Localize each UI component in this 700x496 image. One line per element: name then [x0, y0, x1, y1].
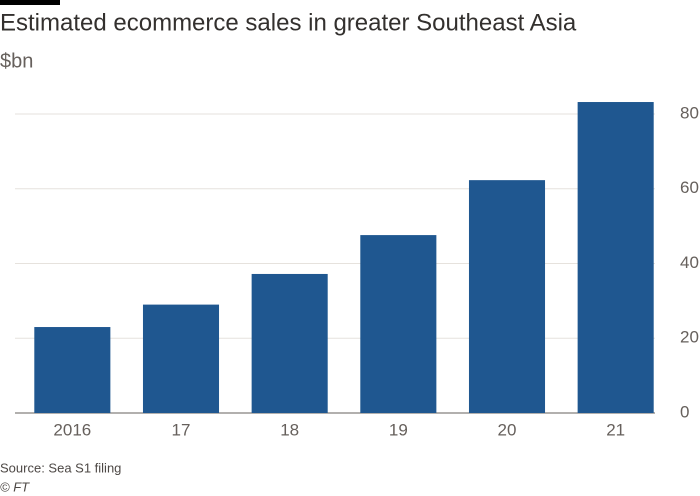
y-tick-label: 80	[680, 103, 699, 122]
y-tick-label: 20	[680, 328, 699, 347]
x-tick-label: 20	[498, 420, 517, 439]
x-tick-label: 21	[606, 420, 625, 439]
x-tick-label: 18	[280, 420, 299, 439]
source: Source: Sea S1 filing	[0, 460, 121, 475]
credit: © FT	[0, 479, 30, 494]
bar	[360, 235, 437, 413]
bar	[34, 327, 111, 413]
y-tick-label: 60	[680, 178, 699, 197]
x-tick-label: 19	[389, 420, 408, 439]
bar	[251, 273, 328, 413]
chart-title: Estimated ecommerce sales in greater Sou…	[0, 9, 577, 36]
y-tick-label: 0	[680, 402, 689, 421]
bar	[142, 304, 220, 413]
bar	[577, 102, 654, 413]
y-tick-label: 40	[680, 253, 699, 272]
x-tick-label: 2016	[53, 420, 91, 439]
x-tick-label: 17	[172, 420, 191, 439]
brand-bar	[0, 0, 60, 5]
bar	[468, 180, 546, 413]
chart-subtitle: $bn	[0, 50, 33, 72]
